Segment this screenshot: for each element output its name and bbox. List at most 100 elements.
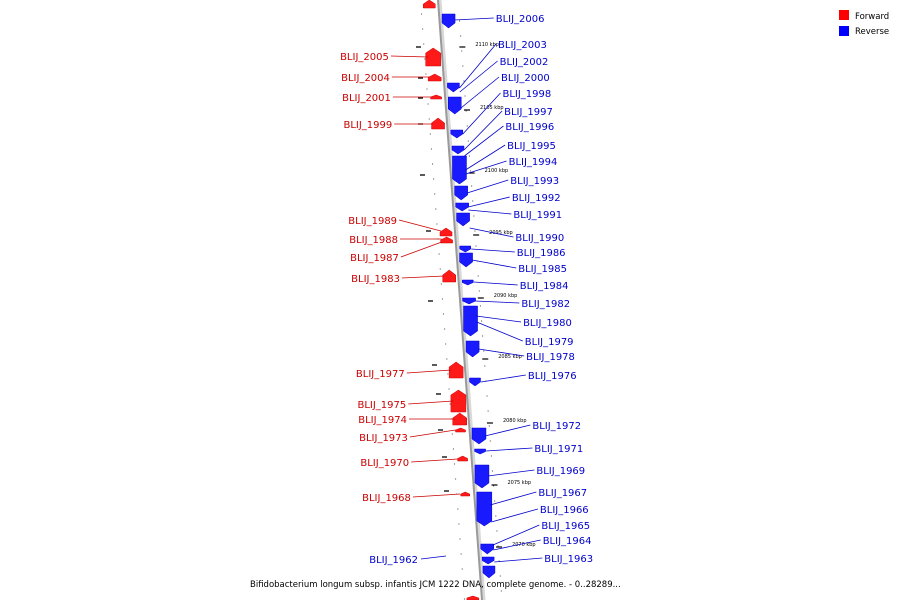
reverse-leader-line bbox=[473, 281, 518, 286]
reverse-gene-arrow bbox=[462, 297, 476, 305]
forward-gene-label: BLIJ_1974 bbox=[358, 415, 407, 426]
reverse-gene-label: BLIJ_1967 bbox=[538, 488, 587, 499]
forward-gene-label: BLIJ_1977 bbox=[356, 369, 405, 380]
reverse-gene-label: BLIJ_1965 bbox=[541, 521, 590, 532]
forward-gene-arrow bbox=[427, 73, 442, 82]
reverse-gene-arrow bbox=[447, 82, 460, 93]
reverse-gene-label: BLIJ_1980 bbox=[523, 318, 572, 329]
reverse-gene-arrow bbox=[482, 565, 496, 579]
forward-gene-arrow bbox=[440, 236, 453, 244]
forward-gene-arrow bbox=[455, 427, 466, 433]
legend-forward-swatch bbox=[839, 10, 849, 20]
gene-labels: BLIJ_2005 BLIJ_2004 BLIJ_2001 BLIJ_1999 BLIJ… bbox=[340, 14, 593, 566]
forward-gene-label: BLIJ_1999 bbox=[343, 120, 392, 131]
reverse-leader-line bbox=[460, 76, 500, 109]
forward-gene-label: BLIJ_1983 bbox=[351, 274, 400, 285]
reverse-gene-arrow bbox=[461, 279, 474, 286]
reverse-gene-label: BLIJ_1992 bbox=[512, 193, 561, 204]
scale-tick-label: 2105 kbp bbox=[480, 105, 504, 111]
reverse-leader-line bbox=[463, 110, 503, 151]
reverse-gene-label: BLIJ_1979 bbox=[525, 337, 574, 348]
reverse-gene-label: BLIJ_1990 bbox=[515, 233, 564, 244]
reverse-gene-label: BLIJ_1976 bbox=[528, 371, 577, 382]
reverse-gene-label: BLIJ_2006 bbox=[496, 14, 545, 25]
reverse-gene-arrow bbox=[452, 155, 467, 185]
forward-leader-line bbox=[409, 429, 456, 438]
reverse-gene-label: BLIJ_1978 bbox=[526, 352, 575, 363]
forward-gene-label: BLIJ_1987 bbox=[350, 253, 399, 264]
forward-gene-arrow bbox=[457, 455, 468, 462]
forward-gene-arrow bbox=[448, 361, 464, 379]
reverse-gene-label: BLIJ_1963 bbox=[544, 554, 593, 565]
forward-gene-arrow bbox=[452, 412, 467, 426]
forward-gene-arrow bbox=[439, 227, 453, 237]
reverse-leader-line bbox=[489, 491, 537, 506]
scale-tick-label: 2090 kbp bbox=[494, 293, 518, 299]
scale-tick-label: 2095 kbp bbox=[489, 230, 513, 236]
reverse-gene-arrow bbox=[456, 212, 470, 227]
legend: Forward Reverse bbox=[839, 10, 889, 37]
reverse-gene-label: BLIJ_2003 bbox=[498, 40, 547, 51]
reverse-leader-line bbox=[464, 125, 504, 157]
reverse-gene-arrow bbox=[459, 252, 473, 268]
forward-gene-label: BLIJ_2005 bbox=[340, 52, 389, 63]
forward-gene-arrow bbox=[425, 47, 441, 67]
forward-leader-line bbox=[412, 493, 461, 498]
forward-gene-arrow bbox=[431, 117, 445, 130]
forward-leader-line bbox=[411, 458, 458, 463]
scale-tick-label: 2110 kbp bbox=[475, 42, 499, 48]
reverse-gene-label: BLIJ_1969 bbox=[536, 466, 585, 477]
reverse-leader-line bbox=[459, 43, 497, 89]
reverse-gene-arrow bbox=[474, 448, 486, 455]
reverse-gene-arrow bbox=[459, 245, 472, 253]
reverse-gene-label: BLIJ_1972 bbox=[532, 421, 581, 432]
reverse-leader-line bbox=[468, 196, 510, 208]
reverse-leader-line bbox=[476, 321, 523, 342]
reverse-leader-line bbox=[468, 209, 512, 215]
reverse-gene-arrow bbox=[454, 185, 468, 201]
scale-tick-label: 2075 kbp bbox=[507, 480, 531, 486]
reverse-gene-label: BLIJ_1985 bbox=[518, 264, 567, 275]
forward-gene-label: BLIJ_1970 bbox=[360, 458, 409, 469]
forward-gene-arrow bbox=[423, 0, 436, 9]
reverse-gene-label: BLIJ_1993 bbox=[510, 176, 559, 187]
reverse-gene-label: BLIJ_1962 bbox=[369, 555, 418, 566]
reverse-gene-arrow bbox=[480, 543, 495, 555]
reverse-leader-line bbox=[467, 179, 509, 194]
reverse-gene-arrow bbox=[463, 305, 478, 337]
scale-tick-label: 2070 kbp bbox=[512, 542, 536, 548]
forward-gene-arrow bbox=[450, 389, 467, 413]
reverse-leader-line bbox=[454, 17, 494, 21]
reverse-gene-label: BLIJ_1998 bbox=[502, 89, 551, 100]
forward-gene-label: BLIJ_1975 bbox=[357, 400, 406, 411]
reverse-gene-arrow bbox=[447, 96, 462, 115]
reverse-gene-label: BLIJ_2002 bbox=[500, 57, 549, 68]
forward-leader-line bbox=[406, 369, 452, 374]
reverse-gene-arrow bbox=[469, 377, 481, 387]
reverse-leader-line bbox=[478, 348, 525, 357]
forward-leader-line bbox=[408, 400, 454, 405]
reverse-leader-line bbox=[465, 160, 507, 175]
reverse-leader-line bbox=[480, 374, 526, 383]
reverse-gene-label: BLIJ_1984 bbox=[520, 281, 569, 292]
reverse-gene-label: BLIJ_1995 bbox=[507, 141, 556, 152]
reverse-leader-line bbox=[471, 248, 515, 253]
reverse-gene-label: BLIJ_1997 bbox=[504, 107, 553, 118]
reverse-leader-line bbox=[465, 144, 506, 171]
forward-leader-line bbox=[400, 241, 442, 258]
reverse-gene-arrow bbox=[471, 427, 487, 445]
scale-tick-label: 2100 kbp bbox=[485, 168, 509, 174]
reverse-gene-arrow bbox=[481, 556, 495, 565]
reverse-gene-label: BLIJ_1966 bbox=[540, 505, 589, 516]
reverse-leader-line bbox=[487, 469, 535, 477]
reverse-leader-line bbox=[420, 555, 447, 560]
reverse-leader-line bbox=[486, 447, 533, 452]
reverse-gene-arrow bbox=[451, 145, 465, 155]
reverse-gene-label: BLIJ_1994 bbox=[509, 157, 558, 168]
scale-tick-label: 2085 kbp bbox=[498, 354, 522, 360]
scale-tick-label: 2080 kbp bbox=[503, 418, 527, 424]
forward-gene-label: BLIJ_2001 bbox=[342, 93, 391, 104]
reverse-gene-arrow bbox=[455, 202, 469, 212]
legend-forward-label: Forward bbox=[855, 12, 889, 22]
reverse-gene-arrow bbox=[465, 340, 480, 358]
